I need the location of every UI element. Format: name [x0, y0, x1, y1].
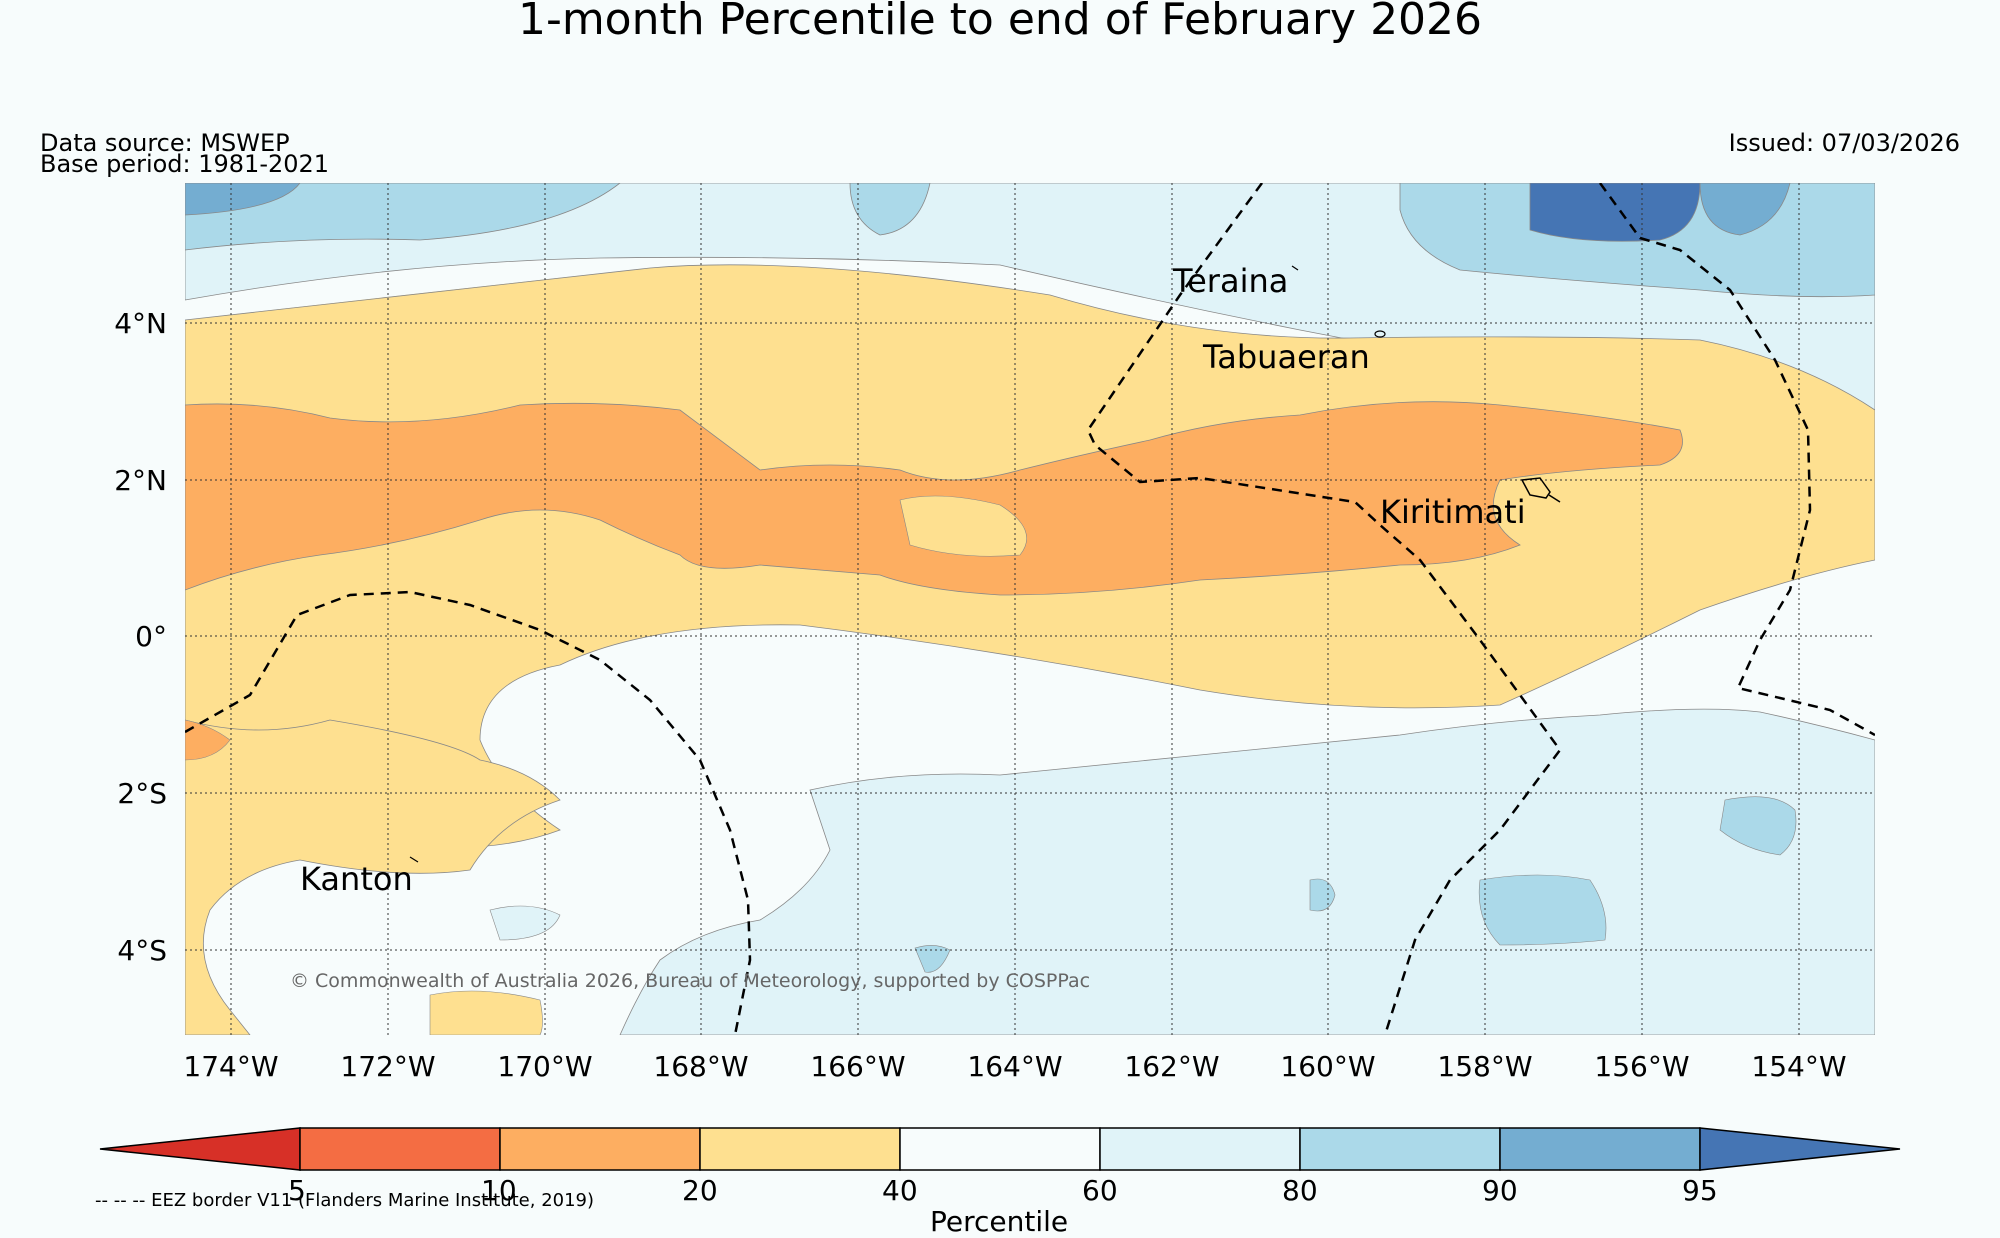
- lat-tick-label: 0°: [135, 620, 167, 653]
- region-90-95-nw: [185, 183, 301, 216]
- map-area: © Commonwealth of Australia 2026, Bureau…: [185, 183, 1875, 1035]
- lat-tick-label: 2°S: [117, 777, 167, 810]
- region-20-40-hole: [899, 495, 1027, 557]
- eez-line-kiritimati-west: [1086, 183, 1562, 1035]
- lon-tick-label: 154°W: [1751, 1050, 1846, 1083]
- region-90-95-ne: [1699, 183, 1791, 236]
- region-80-90-south-4: [914, 945, 951, 973]
- colorbar-tick-label: 40: [882, 1174, 918, 1207]
- eez-borders: [185, 183, 1875, 1035]
- region-80-90-nw: [185, 183, 621, 251]
- region-80-90-n-center: [849, 183, 931, 236]
- copyright-text: © Commonwealth of Australia 2026, Bureau…: [290, 970, 1090, 992]
- colorbar-20-40: [699, 1127, 901, 1171]
- grid-lines: [185, 183, 1875, 1035]
- colorbar-title: Percentile: [930, 1205, 1069, 1238]
- lon-tick-label: 166°W: [810, 1050, 905, 1083]
- base-period: Base period: 1981-2021: [40, 150, 330, 178]
- colorbar-tick-label: 90: [1482, 1174, 1518, 1207]
- kiritimati-island-outline: [1520, 477, 1551, 499]
- colorbar-above-95: [1699, 1127, 1901, 1171]
- region-20-40-bottom: [429, 990, 543, 1035]
- colorbar-tick-label: 5: [288, 1174, 306, 1207]
- teraina-island-outline: [1291, 265, 1299, 271]
- data-source: Data source: MSWEP: [40, 129, 290, 157]
- lon-tick-label: 162°W: [1124, 1050, 1219, 1083]
- eez-legend-note: -- -- -- EEZ border V11 (Flanders Marine…: [95, 1190, 595, 1211]
- colorbar-tick-label: 10: [481, 1174, 517, 1207]
- region-80-90-south-2: [1719, 796, 1797, 856]
- lon-tick-label: 164°W: [967, 1050, 1062, 1083]
- issued-date: Issued: 07/03/2026: [1728, 129, 1960, 157]
- lon-tick-label: 156°W: [1594, 1050, 1689, 1083]
- colorbar-tick-label: 20: [682, 1174, 718, 1207]
- lat-tick-label: 2°N: [114, 464, 167, 497]
- colorbar-below-5: [99, 1127, 301, 1171]
- place-label-kiritimati: Kiritimati: [1380, 493, 1526, 531]
- kanton-island-outline: [409, 856, 419, 863]
- eez-line-kiritimati-east: [1598, 183, 1875, 737]
- place-label-tabuaeran: Tabuaeran: [1202, 338, 1370, 376]
- region-80-90-south-1: [1478, 874, 1607, 946]
- lon-tick-label: 170°W: [497, 1050, 592, 1083]
- lat-tick-labels: 4°N 2°N 0° 2°S 4°S: [114, 307, 167, 967]
- place-label-teraina: Teraina: [1172, 262, 1288, 300]
- region-20-40-southwest: [185, 719, 561, 1035]
- colorbar-tick-label: 80: [1282, 1174, 1318, 1207]
- lon-tick-label: 158°W: [1437, 1050, 1532, 1083]
- region-80-90-south-3: [1309, 878, 1336, 912]
- colorbar-60-80: [1099, 1127, 1301, 1171]
- lat-tick-label: 4°N: [114, 307, 167, 340]
- region-60-80-sw-patch: [489, 905, 561, 941]
- place-label-kanton: Kanton: [300, 860, 413, 898]
- colorbar-10-20: [499, 1127, 701, 1171]
- lon-tick-label: 168°W: [653, 1050, 748, 1083]
- colorbar: [99, 1127, 1901, 1171]
- lon-tick-label: 160°W: [1280, 1050, 1375, 1083]
- colorbar-tick-label: 60: [1082, 1174, 1118, 1207]
- lon-tick-labels: 174°W 172°W 170°W 168°W 166°W 164°W 162°…: [183, 1050, 1846, 1083]
- region-above-95-ne: [1529, 183, 1701, 242]
- lon-tick-label: 174°W: [183, 1050, 278, 1083]
- colorbar-40-60: [899, 1127, 1101, 1171]
- colorbar-tick-label: 95: [1682, 1174, 1718, 1207]
- colorbar-5-10: [299, 1127, 501, 1171]
- lon-tick-label: 172°W: [340, 1050, 435, 1083]
- tabuaeran-island-outline: [1374, 330, 1386, 338]
- eez-line-kanton: [185, 590, 752, 1035]
- kiritimati-island-tip: [1548, 494, 1561, 503]
- map-title: 1-month Percentile to end of February 20…: [517, 0, 1483, 45]
- colorbar-80-90: [1299, 1127, 1501, 1171]
- lat-tick-label: 4°S: [117, 934, 167, 967]
- colorbar-90-95: [1499, 1127, 1701, 1171]
